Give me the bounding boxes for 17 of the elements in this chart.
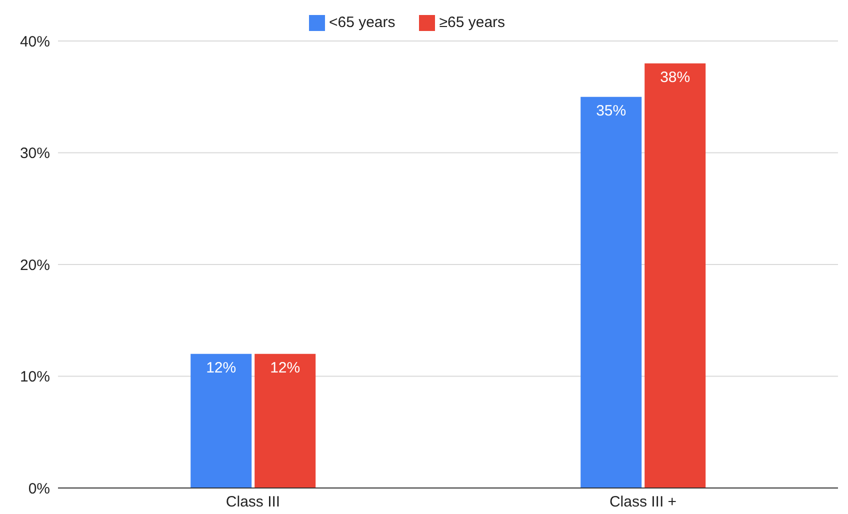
legend-label: <65 years: [328, 14, 396, 31]
data-label: 35%: [596, 102, 626, 120]
bar: [580, 96, 642, 488]
bar: [644, 63, 706, 488]
x-tick-label: Class III +: [609, 494, 677, 511]
bar: [190, 354, 252, 488]
x-tick-label: Class III: [226, 494, 280, 511]
y-tick-label: 30%: [20, 145, 50, 162]
data-label: 38%: [660, 69, 690, 86]
y-tick-label: 10%: [20, 368, 50, 386]
data-label: 12%: [270, 360, 300, 377]
y-tick-label: 0%: [28, 480, 50, 498]
data-label: 12%: [206, 360, 236, 377]
legend-label: ≥65 years: [439, 14, 506, 31]
bar: [254, 354, 316, 488]
y-tick-label: 20%: [20, 256, 50, 274]
y-tick-label: 40%: [20, 33, 50, 50]
